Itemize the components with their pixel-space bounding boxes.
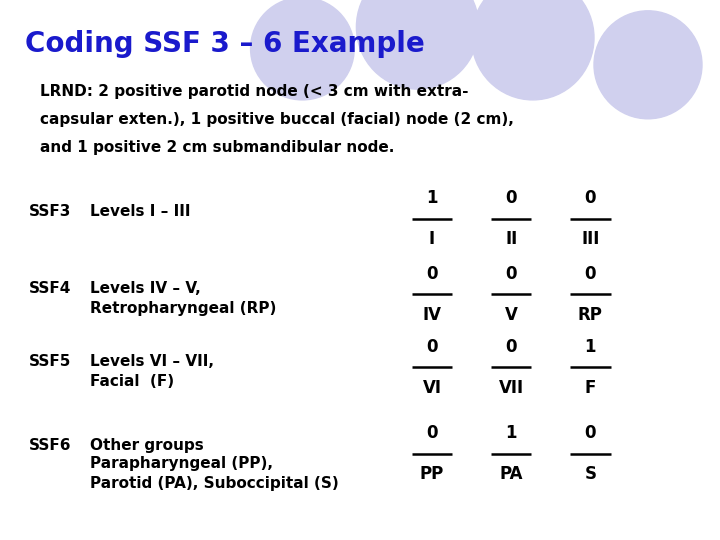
Text: 0: 0	[505, 265, 517, 283]
Text: 1: 1	[426, 189, 438, 207]
Text: LRND: 2 positive parotid node (< 3 cm with extra-: LRND: 2 positive parotid node (< 3 cm wi…	[40, 84, 468, 99]
Text: 0: 0	[585, 265, 596, 283]
Ellipse shape	[594, 11, 702, 119]
Text: Levels VI – VII,: Levels VI – VII,	[90, 354, 214, 369]
Text: PP: PP	[420, 465, 444, 483]
Text: 0: 0	[426, 265, 438, 283]
Text: and 1 positive 2 cm submandibular node.: and 1 positive 2 cm submandibular node.	[40, 140, 394, 155]
Text: Parotid (PA), Suboccipital (S): Parotid (PA), Suboccipital (S)	[90, 476, 338, 491]
Text: Coding SSF 3 – 6 Example: Coding SSF 3 – 6 Example	[25, 30, 425, 58]
Text: 1: 1	[585, 338, 596, 356]
Text: capsular exten.), 1 positive buccal (facial) node (2 cm),: capsular exten.), 1 positive buccal (fac…	[40, 112, 513, 127]
Text: 0: 0	[585, 189, 596, 207]
Ellipse shape	[356, 0, 479, 89]
Text: Other groups: Other groups	[90, 438, 204, 454]
Text: SSF5: SSF5	[29, 354, 71, 369]
Text: VII: VII	[499, 379, 523, 397]
Text: Levels IV – V,: Levels IV – V,	[90, 281, 201, 296]
Text: F: F	[585, 379, 596, 397]
Text: 0: 0	[585, 424, 596, 442]
Ellipse shape	[472, 0, 594, 100]
Text: 0: 0	[505, 189, 517, 207]
Text: II: II	[505, 230, 518, 248]
Text: Levels I – III: Levels I – III	[90, 204, 191, 219]
Text: V: V	[505, 306, 518, 324]
Text: 1: 1	[505, 424, 517, 442]
Text: 0: 0	[426, 338, 438, 356]
Text: Retropharyngeal (RP): Retropharyngeal (RP)	[90, 301, 276, 316]
Text: 0: 0	[426, 424, 438, 442]
Text: S: S	[585, 465, 596, 483]
Text: 0: 0	[505, 338, 517, 356]
Text: IV: IV	[423, 306, 441, 324]
Text: III: III	[581, 230, 600, 248]
Text: SSF6: SSF6	[29, 438, 71, 454]
Text: RP: RP	[578, 306, 603, 324]
Text: VI: VI	[423, 379, 441, 397]
Text: PA: PA	[500, 465, 523, 483]
Ellipse shape	[251, 0, 354, 100]
Text: SSF4: SSF4	[29, 281, 71, 296]
Text: Facial  (F): Facial (F)	[90, 374, 174, 389]
Text: I: I	[429, 230, 435, 248]
Text: Parapharyngeal (PP),: Parapharyngeal (PP),	[90, 456, 273, 471]
Text: SSF3: SSF3	[29, 204, 71, 219]
